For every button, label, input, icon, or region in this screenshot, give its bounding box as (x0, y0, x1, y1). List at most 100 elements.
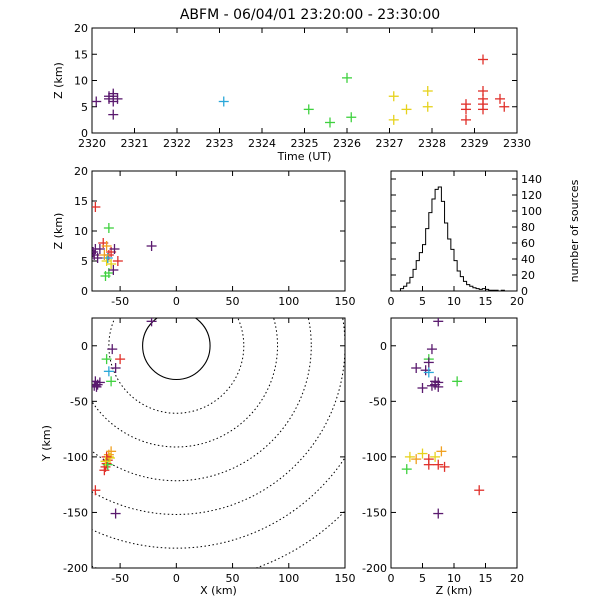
height-histogram-frame (390, 170, 518, 292)
height-y-ytick-label: -150 (362, 506, 387, 519)
x-height-ytick-label: 5 (81, 255, 88, 268)
data-point (417, 448, 428, 459)
time-height-xtick-label: 2323 (206, 137, 234, 150)
histogram-step (399, 186, 517, 291)
x-height-axes: -50 0 50 100 150 0 5 10 15 20 Z (km) (52, 165, 356, 308)
height-histogram-ytick-label: 20 (521, 269, 535, 282)
data-point (146, 318, 157, 327)
range-ring (92, 456, 345, 549)
data-point (104, 91, 114, 102)
data-point (110, 508, 121, 519)
height-y-ytick-label: 0 (380, 340, 387, 353)
height-histogram-ytick-label: 0 (521, 285, 528, 298)
plan-view-axes: -50 0 50 100 150 -200 -150 -100 -50 0 X (km) Y (km) (40, 317, 356, 597)
x-height-points (92, 202, 157, 281)
plan-view-xtick-label: 0 (173, 572, 180, 585)
x-height-xtick-label: 0 (173, 295, 180, 308)
time-height-ytick-label: 15 (74, 48, 88, 61)
data-point (422, 101, 433, 112)
height-y-xlabel: Z (km) (436, 584, 473, 597)
time-height-xtick-label: 2324 (248, 137, 276, 150)
data-point (92, 202, 101, 212)
x-height-xtick-label: 150 (335, 295, 356, 308)
data-point (92, 485, 101, 496)
plan-view-ytick-label: -200 (63, 562, 88, 575)
data-point (325, 117, 335, 128)
data-point (100, 456, 111, 467)
data-point (461, 104, 471, 115)
data-point (218, 96, 229, 107)
height-histogram-ytick-label: 100 (521, 205, 542, 218)
height-histogram-xtick-label: 20 (510, 295, 524, 308)
data-point (411, 454, 422, 465)
data-point (423, 459, 434, 470)
data-point (401, 104, 412, 115)
x-height-xtick-label: 100 (278, 295, 299, 308)
range-ring (92, 318, 345, 515)
data-point (388, 91, 399, 102)
height-y-xtick-label: 0 (388, 572, 395, 585)
data-point (100, 271, 111, 281)
data-point (106, 259, 117, 269)
time-height-ylabel: Z (km) (52, 62, 65, 99)
data-point (478, 104, 488, 115)
height-y-ytick-label: -100 (362, 451, 387, 464)
height-histogram-ytick-label: 140 (521, 173, 542, 186)
data-point (401, 464, 412, 475)
time-height-points (92, 54, 510, 128)
data-point (426, 344, 437, 355)
data-point (426, 380, 437, 391)
plan-view-xtick-label: -50 (111, 572, 129, 585)
x-height-xtick-label: 50 (226, 295, 240, 308)
x-height-ytick-label: 10 (74, 225, 88, 238)
data-point (108, 265, 119, 275)
x-height-ytick-label: 20 (74, 165, 88, 178)
plan-view-ytick-label: -100 (63, 451, 88, 464)
time-height-frame (91, 27, 518, 134)
data-point (99, 465, 110, 476)
height-y-frame (390, 317, 518, 569)
time-height-xtick-label: 2320 (78, 137, 106, 150)
time-height-xlabel: Time (UT) (277, 150, 332, 163)
time-height-ytick-label: 10 (74, 75, 88, 88)
data-point (106, 376, 117, 387)
data-point (108, 109, 119, 120)
data-point (461, 114, 471, 125)
plan-view-xtick-label: 150 (335, 572, 356, 585)
data-point (92, 96, 102, 107)
height-histogram-xtick-label: 15 (479, 295, 493, 308)
data-point (107, 344, 118, 355)
range-rings (92, 318, 345, 568)
data-point (115, 354, 126, 365)
x-height-ytick-label: 0 (81, 285, 88, 298)
data-point (411, 363, 422, 373)
height-y-xtick-label: 10 (447, 572, 461, 585)
x-height-ylabel: Z (km) (52, 213, 65, 250)
data-point (92, 381, 102, 392)
data-point (433, 377, 444, 388)
height-histogram-ytick-label: 40 (521, 253, 535, 266)
data-point (422, 86, 433, 96)
data-point (92, 380, 100, 391)
data-point (112, 93, 123, 104)
data-point (499, 101, 510, 112)
data-point (303, 104, 314, 115)
data-point (439, 461, 450, 472)
x-height-frame (91, 170, 346, 292)
height-y-ytick-label: -200 (362, 562, 387, 575)
data-point (404, 451, 415, 462)
data-point (342, 72, 352, 83)
data-point (101, 354, 112, 365)
data-point (103, 223, 114, 233)
data-point (433, 508, 444, 519)
height-histogram-xtick-label: 0 (388, 295, 395, 308)
plan-view-ylabel: Y (km) (40, 425, 53, 462)
x-height-ytick-label: 15 (74, 195, 88, 208)
data-point (101, 451, 112, 462)
height-y-xtick-label: 15 (479, 572, 493, 585)
time-height-xtick-label: 2327 (376, 137, 404, 150)
time-height-ytick-label: 5 (81, 101, 88, 114)
plan-view-frame (91, 317, 346, 569)
